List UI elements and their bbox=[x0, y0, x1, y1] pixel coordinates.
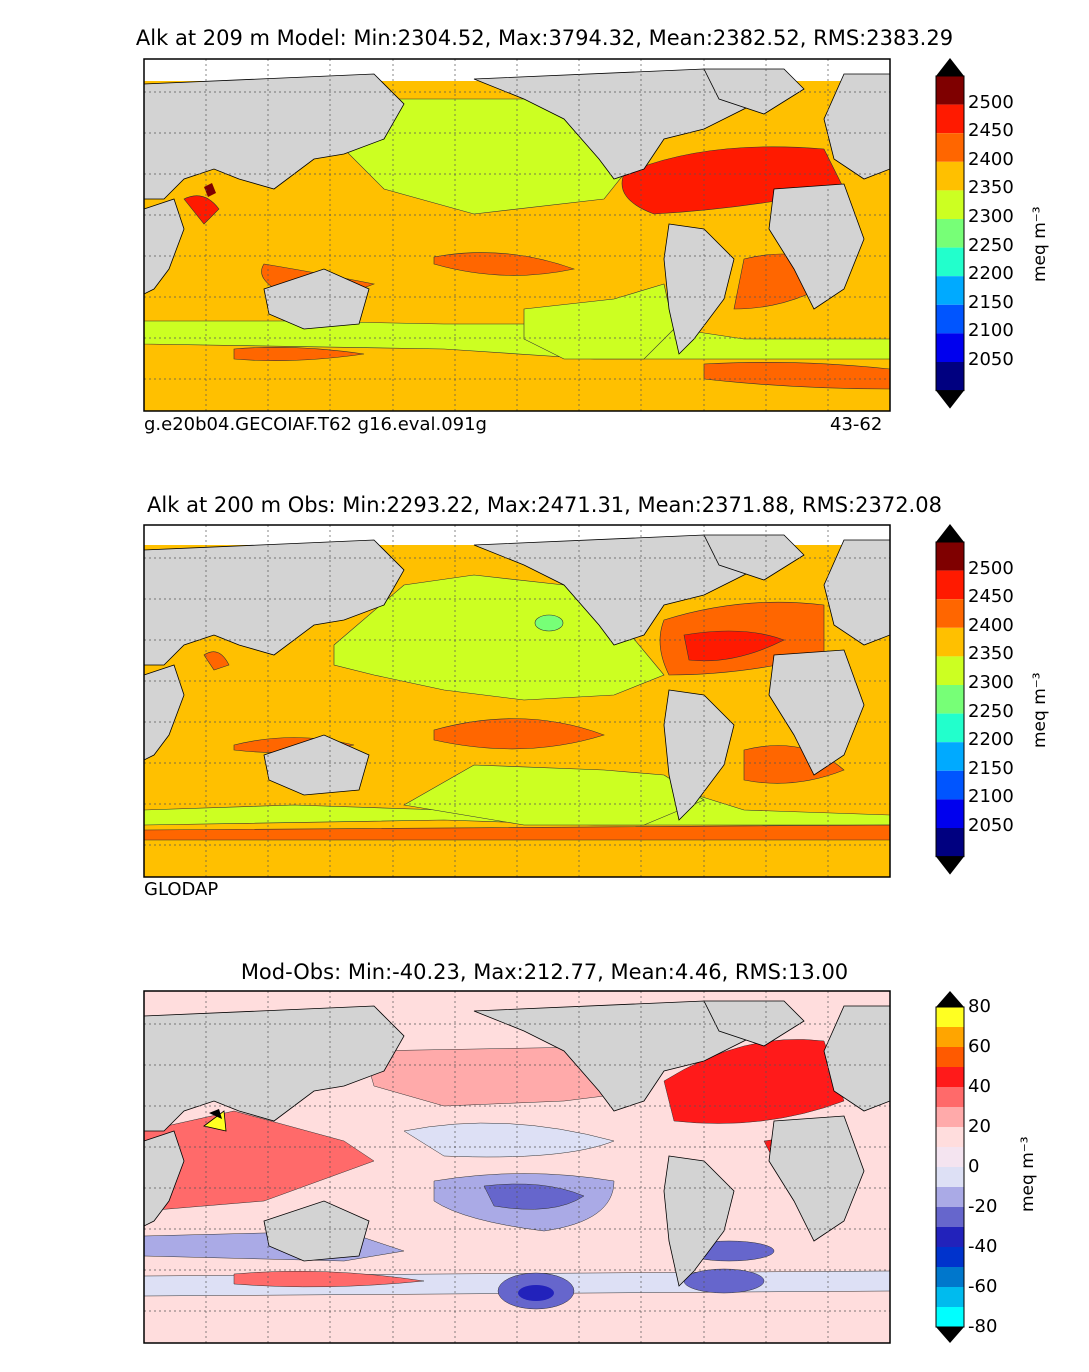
colorbar-tick-label: 2450 bbox=[968, 586, 1014, 608]
panel1-years-caption: 43-62 bbox=[830, 414, 883, 435]
colorbar-band bbox=[936, 1267, 964, 1287]
colorbar-tick-label: 2100 bbox=[968, 786, 1014, 808]
panel1-title: Alk at 209 m Model: Min:2304.52, Max:379… bbox=[135, 26, 954, 50]
colorbar-band bbox=[936, 1047, 964, 1067]
colorbar-tick-label: 2150 bbox=[968, 291, 1014, 313]
colorbar-band bbox=[936, 133, 964, 162]
panel1-colorbar-unit: meq m⁻³ bbox=[1030, 206, 1050, 282]
colorbar-tick-label: 2100 bbox=[968, 320, 1014, 342]
colorbar-band bbox=[936, 161, 964, 191]
colorbar-tick-label: -80 bbox=[968, 1316, 998, 1337]
panel3-title: Mod-Obs: Min:-40.23, Max:212.77, Mean:4.… bbox=[240, 960, 849, 984]
colorbar-band bbox=[936, 219, 964, 248]
colorbar-tick-label: 2200 bbox=[968, 263, 1014, 285]
colorbar-band bbox=[936, 656, 964, 685]
colorbar-tick-label: 2150 bbox=[968, 757, 1014, 779]
colorbar-tick-label: 2300 bbox=[968, 672, 1014, 693]
colorbar-tick-label: -60 bbox=[968, 1276, 998, 1297]
colorbar-tick-label: 2200 bbox=[968, 729, 1014, 751]
colorbar-tick-label: 2500 bbox=[968, 557, 1014, 579]
colorbar-band bbox=[936, 599, 964, 628]
colorbar-band bbox=[936, 333, 964, 362]
colorbar-band bbox=[936, 1167, 964, 1187]
colorbar-band bbox=[936, 828, 964, 857]
colorbar-tick-label: 2300 bbox=[968, 206, 1014, 227]
colorbar-tick-label: 2250 bbox=[968, 700, 1014, 722]
colorbar-band bbox=[936, 1247, 964, 1267]
colorbar-band bbox=[936, 1127, 964, 1147]
colorbar-band bbox=[936, 1307, 964, 1327]
panel2-colorbar bbox=[935, 524, 965, 875]
colorbar-band bbox=[936, 1287, 964, 1307]
panel2-map bbox=[143, 524, 891, 878]
colorbar-band bbox=[936, 362, 964, 391]
colorbar-band bbox=[936, 1007, 964, 1027]
colorbar-band bbox=[936, 713, 964, 743]
colorbar-tick-label: 0 bbox=[968, 1156, 980, 1177]
colorbar-tick-label: 60 bbox=[968, 1036, 991, 1057]
colorbar-extend-min bbox=[936, 390, 964, 409]
colorbar-extend-max bbox=[936, 991, 964, 1007]
colorbar-tick-label: 2400 bbox=[968, 148, 1014, 170]
panel2-source-caption: GLODAP bbox=[144, 879, 219, 900]
colorbar-band bbox=[936, 304, 964, 334]
grid-lines bbox=[144, 59, 890, 411]
colorbar-tick-label: 2350 bbox=[968, 643, 1014, 665]
colorbar-band bbox=[936, 1107, 964, 1127]
panel1-colorbar bbox=[935, 58, 965, 409]
colorbar-tick-label: 20 bbox=[968, 1116, 991, 1137]
panel3-map bbox=[143, 990, 891, 1344]
north-pacific-green bbox=[333, 574, 665, 701]
colorbar-band bbox=[936, 1027, 964, 1047]
colorbar-extend-max bbox=[936, 58, 964, 76]
colorbar-tick-label: 2400 bbox=[968, 614, 1014, 636]
colorbar-extend-max bbox=[936, 524, 964, 542]
colorbar-tick-label: 2450 bbox=[968, 120, 1014, 142]
land-masses bbox=[143, 68, 891, 355]
colorbar-band bbox=[936, 1087, 964, 1107]
panel1-map bbox=[143, 58, 891, 412]
colorbar-band bbox=[936, 247, 964, 277]
colorbar-band bbox=[936, 276, 964, 305]
colorbar-band bbox=[936, 104, 964, 134]
colorbar-band bbox=[936, 685, 964, 714]
panel1-model-caption: g.e20b04.GECOIAF.T62 g16.eval.091g bbox=[144, 414, 487, 435]
land-masses bbox=[143, 1000, 891, 1287]
panel2-colorbar-unit: meq m⁻³ bbox=[1030, 672, 1050, 748]
colorbar-band bbox=[936, 190, 964, 219]
colorbar-band bbox=[936, 542, 964, 571]
colorbar-tick-label: -40 bbox=[968, 1236, 998, 1257]
colorbar-band bbox=[936, 742, 964, 771]
panel3-colorbar-unit: meq m⁻³ bbox=[1018, 1136, 1038, 1212]
colorbar-band bbox=[936, 570, 964, 600]
colorbar-band bbox=[936, 627, 964, 657]
colorbar-band bbox=[936, 1187, 964, 1207]
colorbar-tick-label: 2350 bbox=[968, 177, 1014, 199]
colorbar-band bbox=[936, 770, 964, 800]
colorbar-band bbox=[936, 76, 964, 105]
grid-lines bbox=[144, 991, 890, 1343]
colorbar-band bbox=[936, 1147, 964, 1167]
colorbar-tick-label: 2050 bbox=[968, 349, 1014, 370]
panel3-colorbar bbox=[935, 991, 965, 1343]
colorbar-tick-label: 40 bbox=[968, 1076, 991, 1097]
colorbar-band bbox=[936, 1227, 964, 1247]
colorbar-tick-label: 80 bbox=[968, 996, 991, 1017]
colorbar-band bbox=[936, 1067, 964, 1087]
colorbar-tick-label: 2050 bbox=[968, 815, 1014, 836]
colorbar-tick-label: 2250 bbox=[968, 234, 1014, 256]
grid-lines bbox=[144, 525, 890, 877]
colorbar-band bbox=[936, 1207, 964, 1227]
colorbar-band bbox=[936, 799, 964, 828]
colorbar-tick-label: -20 bbox=[968, 1196, 998, 1217]
land-masses bbox=[143, 534, 891, 821]
panel2-title: Alk at 200 m Obs: Min:2293.22, Max:2471.… bbox=[147, 493, 942, 517]
colorbar-extend-min bbox=[936, 1327, 964, 1343]
colorbar-tick-label: 2500 bbox=[968, 91, 1014, 113]
colorbar-extend-min bbox=[936, 856, 964, 875]
